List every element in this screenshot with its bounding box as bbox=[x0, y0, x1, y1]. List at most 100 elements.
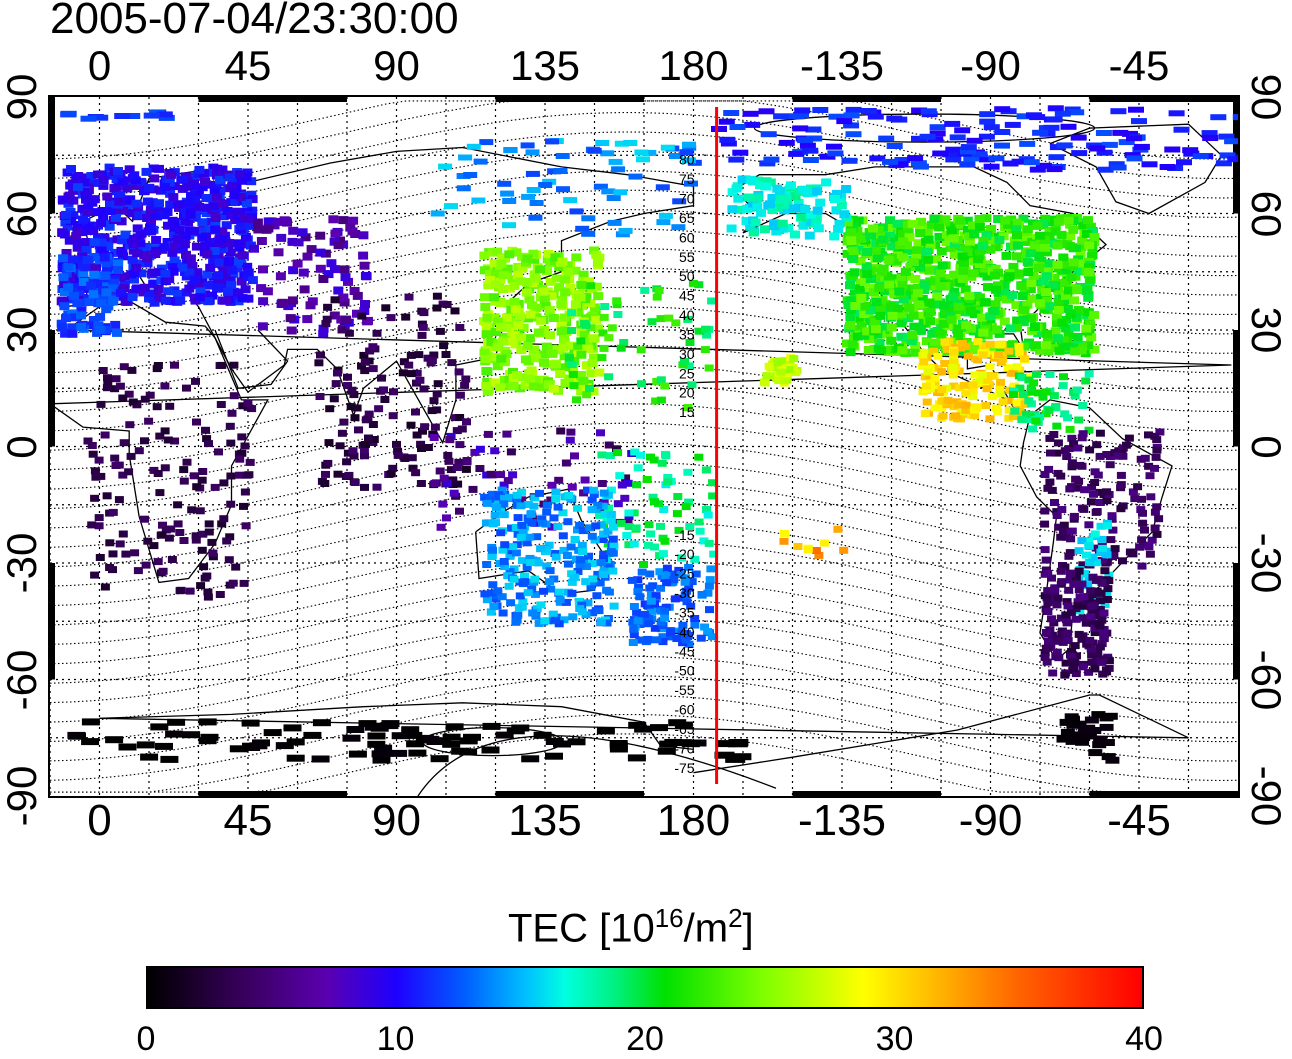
tec-pixel-caribbean bbox=[1017, 416, 1027, 424]
tec-pixel-e-asia bbox=[483, 281, 494, 290]
tec-pixel-australia bbox=[542, 545, 552, 553]
right-tick-label: 0 bbox=[1243, 434, 1290, 459]
tec-pixel-africa bbox=[105, 564, 115, 571]
tec-pixel-n-america bbox=[1085, 222, 1096, 231]
tec-pixel-s-america-cyan bbox=[1096, 522, 1106, 530]
tec-pixel-s-asia bbox=[357, 312, 367, 320]
tec-pixel-europe-west bbox=[94, 256, 105, 265]
tec-pixel-mexico bbox=[926, 378, 935, 386]
bottom-tick-label: 45 bbox=[223, 796, 273, 845]
tec-pixel-n-america bbox=[846, 228, 857, 237]
tec-pixel-australia bbox=[561, 598, 571, 606]
tec-pixel-w-asia bbox=[335, 236, 345, 245]
tec-pixel-europe bbox=[169, 297, 180, 306]
tec-pixel-mexico bbox=[970, 412, 980, 420]
tec-pixel-africa bbox=[108, 508, 118, 516]
tec-pixel-s-america-s bbox=[1099, 609, 1109, 617]
tec-pixel-europe bbox=[98, 176, 109, 185]
tec-pixel-europe-west bbox=[110, 320, 121, 329]
tec-pixel-hawaii bbox=[776, 368, 786, 376]
tec-pixel-s-america-s bbox=[1066, 609, 1076, 617]
tec-pixel-arctic-fragments bbox=[642, 149, 657, 156]
contour-label: 15 bbox=[679, 404, 695, 420]
tec-pixel-europe bbox=[183, 199, 194, 208]
tec-pixel-europe-west bbox=[86, 281, 97, 290]
tec-pixel-s-asia bbox=[360, 367, 370, 375]
tec-pixel-europe bbox=[79, 178, 90, 187]
tec-pixel-n-america bbox=[915, 263, 926, 272]
tec-pixel-n-america bbox=[870, 325, 881, 334]
tec-pixel-pacific-n bbox=[687, 381, 697, 389]
tec-pixel-s-america-n bbox=[1151, 453, 1161, 461]
contour-label: 60 bbox=[679, 229, 695, 245]
tec-pixel-se-asia bbox=[436, 523, 446, 531]
tec-pixel-europe bbox=[110, 248, 121, 257]
tec-pixel-s-america-n bbox=[1107, 515, 1117, 523]
tec-pixel-africa bbox=[140, 515, 149, 523]
tec-pixel-mexico bbox=[940, 360, 950, 367]
tec-pixel-se-asia bbox=[496, 471, 506, 479]
tec-pixel-caribbean bbox=[1031, 417, 1041, 425]
tec-pixel-antarctica bbox=[657, 747, 676, 755]
tec-pixel-australia bbox=[553, 503, 563, 511]
tec-pixel-e-asia bbox=[539, 294, 550, 303]
tec-pixel-antarctica bbox=[364, 723, 383, 731]
tec-pixel-s-asia bbox=[314, 359, 324, 367]
tec-pixel-n-america bbox=[916, 326, 927, 335]
tec-pixel-n-canada-arctic bbox=[828, 113, 845, 120]
tec-pixel-s-america-n bbox=[1121, 441, 1131, 449]
tec-pixel-europe bbox=[92, 294, 103, 303]
tec-pixel-e-asia bbox=[588, 353, 599, 362]
tec-pixel-africa bbox=[197, 546, 207, 554]
axis-segment bbox=[1089, 791, 1238, 796]
tec-pixel-europe bbox=[141, 243, 152, 252]
tec-pixel-pacific-s bbox=[656, 522, 665, 530]
tec-pixel-s-asia bbox=[372, 483, 382, 491]
tec-pixel-alaska bbox=[727, 205, 738, 214]
tec-pixel-antarctica bbox=[140, 753, 159, 761]
tec-pixel-n-america bbox=[859, 331, 870, 340]
tec-pixel-n-canada-arctic bbox=[843, 112, 860, 119]
tec-pixel-mexico bbox=[954, 401, 963, 409]
tec-pixel-alaska bbox=[811, 214, 822, 223]
tec-pixel-n-america bbox=[859, 277, 870, 286]
tec-pixel-australia bbox=[522, 539, 532, 547]
tec-pixel-s-america-n bbox=[1106, 536, 1116, 544]
tec-pixel-e-asia bbox=[545, 277, 556, 286]
tec-pixel-s-america-n bbox=[1052, 449, 1062, 457]
tec-pixel-europe bbox=[180, 205, 191, 214]
tec-pixel-s-america-n bbox=[1087, 483, 1097, 491]
tec-pixel-europe-west bbox=[89, 253, 100, 261]
tec-pixel-arctic-fragments bbox=[613, 189, 628, 196]
tec-pixel-s-america-cyan bbox=[1080, 570, 1090, 578]
tec-pixel-africa bbox=[167, 556, 177, 563]
tec-pixel-alaska bbox=[745, 222, 756, 231]
bottom-tick-label: 180 bbox=[656, 796, 731, 845]
tec-pixel-antarctica bbox=[81, 718, 100, 726]
tec-pixel-australia bbox=[497, 486, 507, 494]
tec-pixel-pacific-n bbox=[700, 346, 710, 354]
tec-pixel-n-canada-arctic bbox=[1101, 141, 1118, 148]
tec-pixel-alaska bbox=[811, 187, 822, 196]
tec-pixel-europe bbox=[154, 199, 164, 208]
tec-pixel-africa bbox=[124, 390, 134, 398]
tec-pixel-n-america bbox=[1034, 264, 1044, 272]
tec-pixel-n-america bbox=[1025, 249, 1036, 258]
tec-pixel-s-asia bbox=[359, 446, 369, 454]
tec-pixel-europe bbox=[216, 276, 226, 285]
tec-pixel-se-asia bbox=[561, 459, 571, 467]
tec-pixel-s-asia bbox=[432, 304, 442, 312]
tec-pixel-w-asia bbox=[329, 265, 340, 274]
tec-pixel-antarctica bbox=[286, 754, 305, 762]
tec-pixel-mexico bbox=[975, 376, 985, 384]
tec-pixel-pacific-n bbox=[685, 339, 695, 346]
tec-pixel-hawaii bbox=[774, 376, 784, 384]
tec-pixel-s-asia bbox=[388, 464, 398, 472]
tec-pixel-antarctica bbox=[482, 722, 501, 730]
tec-pixel-n-canada-arctic bbox=[1236, 154, 1238, 161]
tec-pixel-australia bbox=[511, 549, 521, 557]
tec-pixel-europe bbox=[130, 176, 141, 185]
tec-pixel-s-america-n bbox=[1091, 508, 1101, 516]
tec-pixel-australia bbox=[499, 558, 509, 565]
tec-pixel-alaska bbox=[806, 184, 816, 193]
